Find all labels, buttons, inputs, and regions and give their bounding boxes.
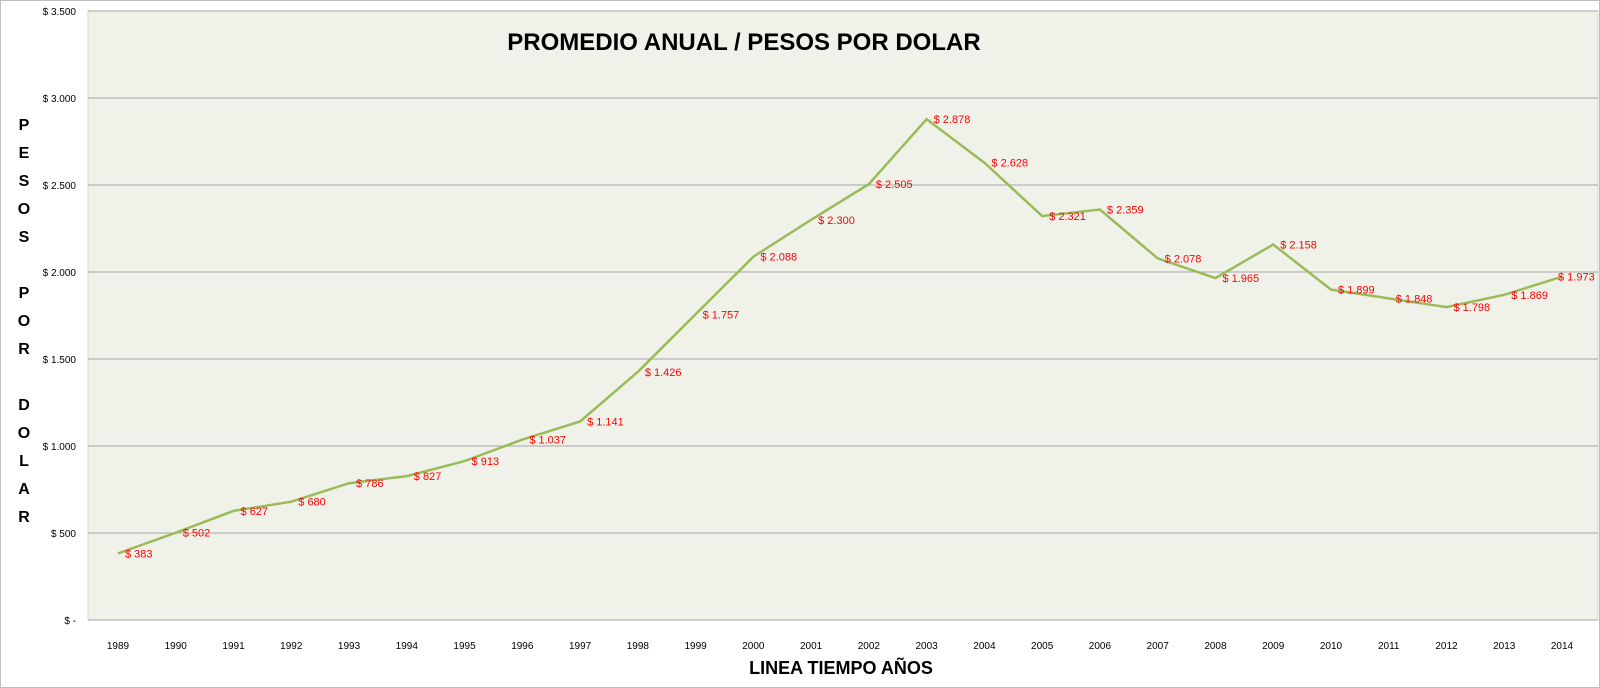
x-tick-label: 2004 (973, 641, 996, 652)
x-tick-label: 1996 (511, 641, 534, 652)
y-tick-label: $ 1.000 (43, 442, 77, 453)
data-label: $ 2.078 (1165, 253, 1202, 265)
data-label: $ 1.037 (529, 435, 566, 447)
x-tick-label: 2012 (1435, 641, 1458, 652)
data-label: $ 627 (241, 506, 269, 518)
y-tick-label: $ 500 (51, 529, 76, 540)
plot-area (87, 10, 1599, 621)
x-tick-label: 2001 (800, 641, 823, 652)
x-tick-label: 2006 (1089, 641, 1112, 652)
x-tick-label: 1997 (569, 641, 592, 652)
x-tick-label: 1989 (107, 641, 130, 652)
data-label: $ 1.141 (587, 416, 624, 428)
y-tick-label: $ 3.000 (43, 94, 77, 105)
data-label: $ 786 (356, 478, 384, 490)
data-label: $ 383 (125, 548, 153, 560)
x-tick-label: 2000 (742, 641, 765, 652)
x-tick-label: 2002 (858, 641, 881, 652)
chart-title: PROMEDIO ANUAL / PESOS POR DOLAR (507, 29, 980, 56)
y-axis-title-letter: S (19, 229, 30, 246)
x-axis-title: LINEA TIEMPO AÑOS (749, 657, 933, 678)
grid-lines (88, 10, 1598, 621)
data-label: $ 2.321 (1049, 211, 1086, 223)
x-tick-label: 1994 (396, 641, 419, 652)
y-axis-title-letter: O (18, 425, 30, 442)
x-tick-label: 2008 (1204, 641, 1227, 652)
x-tick-label: 1990 (165, 641, 188, 652)
x-tick-label: 1991 (222, 641, 245, 652)
y-axis-title-letter: A (18, 481, 30, 498)
x-tick-label: 2007 (1147, 641, 1170, 652)
y-tick-label: $ 3.500 (43, 7, 77, 18)
data-label: $ 2.359 (1107, 205, 1144, 217)
x-axis-ticks: 1989 1990 1991 1992 1993 1994 1995 1996 1997 1998… (107, 641, 1574, 652)
x-tick-label: 2011 (1378, 641, 1400, 652)
y-axis-title-letter: O (18, 313, 30, 330)
data-label: $ 2.628 (991, 158, 1028, 170)
data-label: $ 1.848 (1396, 293, 1433, 305)
x-tick-label: 1993 (338, 641, 361, 652)
data-label: $ 827 (414, 471, 442, 483)
y-axis-title-letter: D (18, 397, 30, 414)
data-label: $ 2.088 (760, 252, 797, 264)
data-label: $ 1.757 (703, 309, 740, 321)
data-label: $ 1.869 (1511, 290, 1548, 302)
x-tick-label: 1992 (280, 641, 303, 652)
data-label: $ 913 (472, 456, 500, 468)
data-label: $ 1.899 (1338, 285, 1375, 297)
data-label: $ 1.973 (1558, 272, 1595, 284)
data-label: $ 502 (183, 528, 211, 540)
x-tick-label: 1998 (627, 641, 650, 652)
data-label: $ 1.965 (1222, 273, 1259, 285)
data-label: $ 2.158 (1280, 240, 1317, 252)
x-tick-label: 1999 (684, 641, 707, 652)
data-label: $ 2.505 (876, 179, 913, 191)
x-tick-label: 1995 (453, 641, 476, 652)
y-tick-label: $ 1.500 (43, 355, 77, 366)
y-tick-label: $ - (64, 616, 76, 627)
x-tick-label: 2010 (1320, 641, 1343, 652)
y-tick-label: $ 2.500 (43, 181, 77, 192)
series-line (117, 117, 1563, 555)
data-label: $ 2.300 (818, 215, 855, 227)
y-axis-title-letter: P (19, 285, 30, 302)
data-label: $ 1.426 (645, 367, 682, 379)
x-tick-label: 2003 (916, 641, 939, 652)
x-tick-label: 2013 (1493, 641, 1516, 652)
data-label: $ 2.878 (934, 114, 971, 126)
y-axis-title-letter: S (19, 173, 30, 190)
y-axis-ticks: $ - $ 500 $ 1.000 $ 1.500 $ 2.000 $ 2.500 $ 3.… (43, 7, 77, 627)
data-labels: $ 383 $ 502 $ 627 $ 680 $ 786 $ 827 $ 913 $ 1.0… (125, 114, 1595, 560)
y-axis-title-letter: R (18, 509, 30, 526)
y-tick-label: $ 2.000 (43, 268, 77, 279)
data-label: $ 1.798 (1453, 302, 1490, 314)
y-axis-title-letter: E (19, 145, 30, 162)
y-axis-title-letter: L (19, 453, 29, 470)
x-tick-label: 2014 (1551, 641, 1574, 652)
x-tick-label: 2009 (1262, 641, 1285, 652)
x-tick-label: 2005 (1031, 641, 1054, 652)
y-axis-title-letter: R (18, 341, 30, 358)
data-label: $ 680 (298, 497, 326, 509)
y-axis-title-letter: O (18, 201, 30, 218)
y-axis-title-letter: P (19, 117, 30, 134)
